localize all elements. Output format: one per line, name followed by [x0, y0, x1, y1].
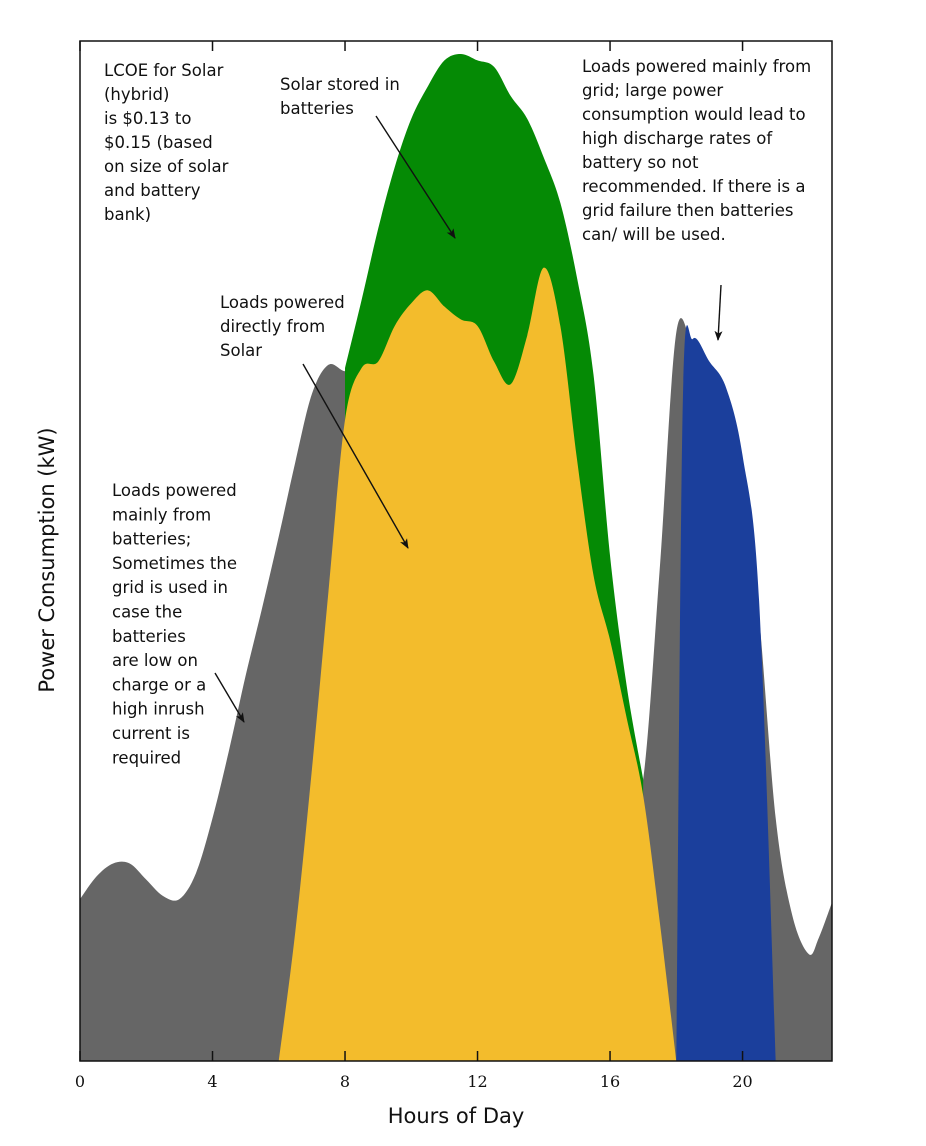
x-tick-label: 16: [600, 1072, 620, 1091]
annotation-line: $0.15 (based: [104, 133, 213, 152]
annotation-line: batteries;: [112, 530, 191, 549]
annotation-line: charge or a: [112, 675, 206, 694]
x-tick-label: 20: [732, 1072, 752, 1091]
annotation-line: required: [112, 748, 181, 767]
annotation-line: and battery: [104, 181, 201, 200]
annotation-line: LCOE for Solar: [104, 61, 224, 80]
annotation-line: (hybrid): [104, 85, 169, 104]
annotation-line: directly from: [220, 317, 325, 336]
annotation-line: bank): [104, 205, 151, 224]
annotation-line: Loads powered: [112, 481, 237, 500]
annotation-line: current is: [112, 724, 190, 743]
svg-text:LCOE for Solar (hybrid): LCOE for Solar (hybrid) is $0.13 to $0.1…: [104, 61, 234, 224]
annotation-line: grid; large power: [582, 81, 723, 100]
annotation-line: Loads powered mainly from: [582, 57, 811, 76]
arrow-grid-loads: [714, 284, 723, 341]
annotation-line: grid is used in: [112, 578, 228, 597]
svg-text:Loads powered mainly from: Loads powered mainly from grid; large po…: [582, 57, 816, 244]
svg-text:Solar stored in batterie: Solar stored in batteries: [280, 75, 405, 118]
x-axis-title: Hours of Day: [388, 1104, 525, 1128]
annotation-battery-loads: Loads powered mainly from batteries; Som…: [112, 481, 245, 767]
annotation-line: is $0.13 to: [104, 109, 191, 128]
svg-text:Loads powered mainly fro: Loads powered mainly from batteries; Som…: [112, 481, 242, 767]
area-layers: [80, 53, 832, 1061]
x-tick-labels: 0 4 8 12 16 20: [75, 1072, 753, 1091]
annotation-grid-loads: Loads powered mainly from grid; large po…: [582, 57, 816, 341]
x-tick-label: 8: [340, 1072, 350, 1091]
svg-text:Loads powered directly f: Loads powered directly from Solar: [220, 293, 350, 360]
annotation-line: on size of solar: [104, 157, 229, 176]
annotation-line: consumption would lead to: [582, 105, 806, 124]
annotation-line: high discharge rates of: [582, 129, 773, 148]
annotation-line: batteries: [112, 627, 186, 646]
arrow-direct-solar: [302, 363, 409, 549]
x-tick-label: 0: [75, 1072, 85, 1091]
annotation-line: recommended. If there is a: [582, 177, 805, 196]
arrow-solar-stored: [375, 115, 456, 239]
annotation-line: grid failure then batteries: [582, 201, 794, 220]
x-tick-label: 12: [467, 1072, 487, 1091]
annotation-line: batteries: [280, 99, 354, 118]
area-grid: [676, 325, 776, 1061]
annotation-line: are low on: [112, 651, 198, 670]
annotation-line: high inrush: [112, 700, 205, 719]
annotation-line: can/ will be used.: [582, 225, 726, 244]
bottom-ticks: [79, 1051, 744, 1061]
area-solar-direct: [278, 267, 677, 1061]
plot-frame: [79, 40, 833, 1062]
annotation-line: Solar: [220, 341, 262, 360]
annotation-line: battery so not: [582, 153, 699, 172]
annotation-direct-solar: Loads powered directly from Solar: [220, 293, 409, 549]
annotation-line: Solar stored in: [280, 75, 400, 94]
y-axis-title: Power Consumption (kW): [35, 427, 59, 692]
x-tick-label: 4: [207, 1072, 217, 1091]
annotation-line: mainly from: [112, 505, 211, 524]
annotation-line: Sometimes the: [112, 554, 237, 573]
annotation-solar-stored: Solar stored in batteries: [280, 75, 456, 239]
annotation-lcoe: LCOE for Solar (hybrid) is $0.13 to $0.1…: [104, 61, 234, 224]
top-ticks: [79, 41, 744, 51]
annotation-line: case the: [112, 603, 182, 622]
arrow-battery-loads: [214, 672, 245, 723]
annotation-line: Loads powered: [220, 293, 345, 312]
